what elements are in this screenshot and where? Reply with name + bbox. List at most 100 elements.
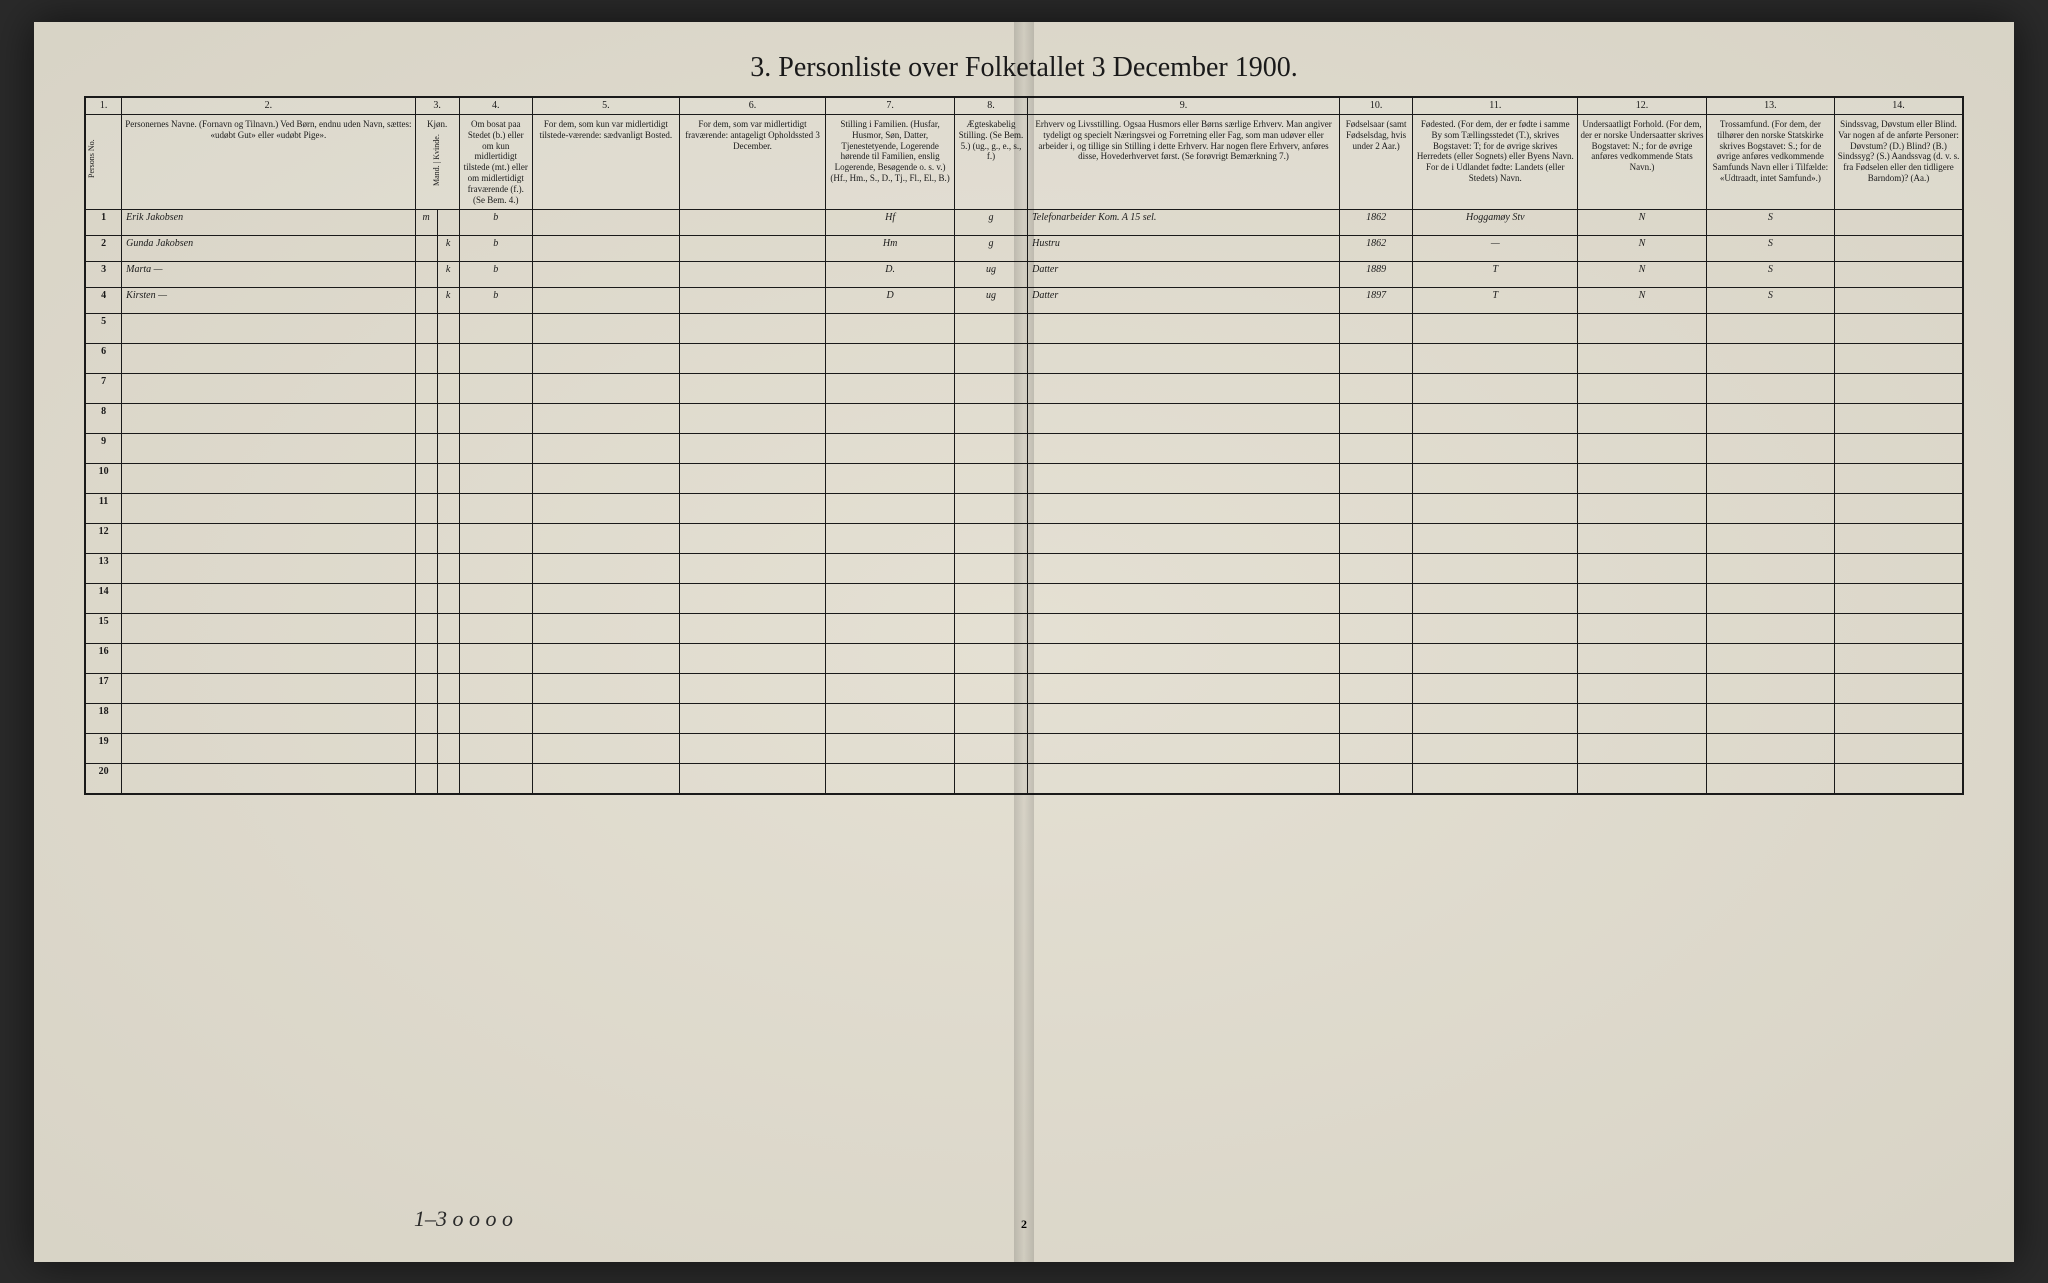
empty-cell — [1339, 494, 1412, 524]
cell-birthplace: T — [1413, 262, 1578, 288]
header-birthplace: Fødested. (For dem, der er fødte i samme… — [1413, 115, 1578, 210]
colnum-5: 5. — [532, 97, 679, 115]
empty-cell — [122, 764, 415, 794]
table-row-empty: 9 — [85, 434, 1963, 464]
cell-temp-present — [532, 210, 679, 236]
table-row-empty: 18 — [85, 704, 1963, 734]
empty-cell — [1578, 584, 1706, 614]
empty-cell — [1413, 344, 1578, 374]
cell-sex-k: k — [437, 288, 459, 314]
table-row-empty: 19 — [85, 734, 1963, 764]
colnum-12: 12. — [1578, 97, 1706, 115]
empty-cell — [1706, 764, 1834, 794]
cell-temp-present — [532, 262, 679, 288]
row-number: 4 — [85, 288, 122, 314]
header-disability: Sindssvag, Døvstum eller Blind. Var noge… — [1835, 115, 1963, 210]
empty-cell — [122, 734, 415, 764]
cell-marital: ug — [954, 288, 1027, 314]
empty-cell — [532, 644, 679, 674]
census-table: 1. 2. 3. 4. 5. 6. 7. 8. 9. 10. 11. 12. 1… — [84, 96, 1964, 795]
empty-cell — [1578, 644, 1706, 674]
empty-cell — [1028, 584, 1340, 614]
empty-cell — [1028, 374, 1340, 404]
empty-cell — [532, 494, 679, 524]
empty-cell — [532, 404, 679, 434]
empty-cell — [415, 404, 437, 434]
empty-cell — [826, 374, 954, 404]
table-row: 4 Kirsten — k b D ug Datter 1897 T N S — [85, 288, 1963, 314]
empty-cell — [1413, 554, 1578, 584]
empty-cell — [415, 674, 437, 704]
empty-cell — [679, 344, 826, 374]
empty-cell — [826, 734, 954, 764]
empty-cell — [532, 374, 679, 404]
empty-cell — [1706, 404, 1834, 434]
empty-cell — [1578, 464, 1706, 494]
empty-cell — [122, 374, 415, 404]
table-row: 1 Erik Jakobsen m b Hf g Telefonarbeider… — [85, 210, 1963, 236]
empty-cell — [459, 464, 532, 494]
table-row-empty: 12 — [85, 524, 1963, 554]
empty-cell — [1339, 434, 1412, 464]
empty-cell — [679, 734, 826, 764]
table-row-empty: 14 — [85, 584, 1963, 614]
empty-cell — [1413, 764, 1578, 794]
cell-birthplace: — — [1413, 236, 1578, 262]
empty-cell — [1339, 764, 1412, 794]
empty-cell — [1578, 404, 1706, 434]
page-number: 2 — [1021, 1217, 1027, 1232]
page-title: 3. Personliste over Folketallet 3 Decemb… — [84, 52, 1964, 84]
empty-cell — [1835, 464, 1963, 494]
row-number: 13 — [85, 554, 122, 584]
empty-cell — [437, 554, 459, 584]
empty-cell — [415, 584, 437, 614]
empty-cell — [679, 434, 826, 464]
census-page: 3. Personliste over Folketallet 3 Decemb… — [34, 22, 2014, 1262]
empty-cell — [1578, 434, 1706, 464]
empty-cell — [459, 614, 532, 644]
empty-cell — [1028, 464, 1340, 494]
empty-cell — [954, 764, 1027, 794]
footer-annotation: 1–3 o o o o — [414, 1206, 513, 1232]
cell-family: D — [826, 288, 954, 314]
empty-cell — [532, 464, 679, 494]
row-number: 9 — [85, 434, 122, 464]
empty-cell — [532, 584, 679, 614]
empty-cell — [437, 584, 459, 614]
empty-cell — [1578, 554, 1706, 584]
empty-cell — [826, 614, 954, 644]
row-number: 6 — [85, 344, 122, 374]
cell-temp-absent — [679, 236, 826, 262]
empty-cell — [1413, 374, 1578, 404]
empty-cell — [826, 494, 954, 524]
empty-cell — [122, 584, 415, 614]
empty-cell — [1028, 494, 1340, 524]
empty-cell — [1339, 734, 1412, 764]
header-status: Om bosat paa Stedet (b.) eller om kun mi… — [459, 115, 532, 210]
empty-cell — [1706, 314, 1834, 344]
cell-nationality: N — [1578, 262, 1706, 288]
empty-cell — [1578, 764, 1706, 794]
colnum-7: 7. — [826, 97, 954, 115]
empty-cell — [415, 704, 437, 734]
empty-cell — [954, 554, 1027, 584]
empty-cell — [1339, 524, 1412, 554]
empty-cell — [1578, 674, 1706, 704]
colnum-6: 6. — [679, 97, 826, 115]
header-temp-absent: For dem, som var midlertidigt fraværende… — [679, 115, 826, 210]
table-row: 3 Marta — k b D. ug Datter 1889 T N S — [85, 262, 1963, 288]
cell-religion: S — [1706, 210, 1834, 236]
empty-cell — [1028, 434, 1340, 464]
column-number-row: 1. 2. 3. 4. 5. 6. 7. 8. 9. 10. 11. 12. 1… — [85, 97, 1963, 115]
colnum-13: 13. — [1706, 97, 1834, 115]
empty-cell — [415, 764, 437, 794]
empty-cell — [826, 524, 954, 554]
table-row-empty: 16 — [85, 644, 1963, 674]
empty-cell — [415, 314, 437, 344]
cell-religion: S — [1706, 288, 1834, 314]
colnum-8: 8. — [954, 97, 1027, 115]
row-number: 17 — [85, 674, 122, 704]
empty-cell — [459, 734, 532, 764]
empty-cell — [437, 704, 459, 734]
empty-cell — [1413, 434, 1578, 464]
